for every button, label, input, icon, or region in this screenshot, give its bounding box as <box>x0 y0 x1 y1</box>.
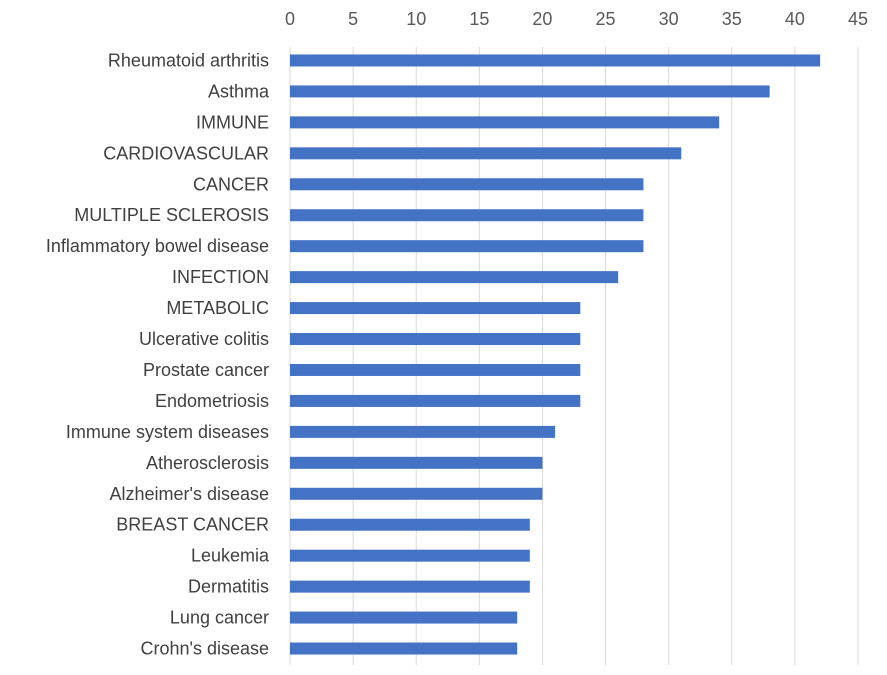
category-label: IMMUNE <box>196 112 269 132</box>
bar <box>290 333 581 346</box>
category-label: Alzheimer's disease <box>109 484 269 504</box>
bars <box>290 54 821 655</box>
bar <box>290 363 581 376</box>
category-label: Asthma <box>208 81 270 101</box>
bar <box>290 147 682 160</box>
category-label: Atherosclerosis <box>146 453 269 473</box>
category-label: CARDIOVASCULAR <box>103 143 269 163</box>
x-tick-label: 20 <box>532 9 552 29</box>
x-axis-tick-labels: 0 5 10 15 20 25 30 35 40 45 <box>285 9 868 29</box>
gridlines <box>289 47 859 665</box>
category-label: Leukemia <box>191 546 270 566</box>
x-tick-label: 35 <box>722 9 742 29</box>
bar <box>290 116 720 129</box>
x-tick-label: 40 <box>785 9 805 29</box>
category-label: Dermatitis <box>188 577 269 597</box>
category-label: Ulcerative colitis <box>139 329 269 349</box>
category-label: INFECTION <box>172 267 269 287</box>
category-label: Rheumatoid arthritis <box>108 50 269 70</box>
bar <box>290 85 770 98</box>
bar <box>290 611 518 624</box>
category-label: Crohn's disease <box>140 639 269 659</box>
category-label: Prostate cancer <box>143 360 269 380</box>
bar <box>290 209 644 222</box>
category-labels: Rheumatoid arthritis Asthma IMMUNE CARDIOVA… <box>46 50 270 658</box>
bar <box>290 178 644 191</box>
x-tick-label: 45 <box>848 9 868 29</box>
x-tick-label: 10 <box>406 9 426 29</box>
bar <box>290 394 581 407</box>
bar <box>290 456 543 469</box>
bar <box>290 580 530 593</box>
category-label: Inflammatory bowel disease <box>46 236 269 256</box>
category-label: METABOLIC <box>166 298 269 318</box>
x-tick-label: 25 <box>596 9 616 29</box>
bar <box>290 425 556 438</box>
bar <box>290 271 619 284</box>
x-tick-label: 5 <box>348 9 358 29</box>
bar <box>290 302 581 315</box>
bar <box>290 518 530 531</box>
x-tick-label: 0 <box>285 9 295 29</box>
bar <box>290 549 530 562</box>
category-label: BREAST CANCER <box>116 515 269 535</box>
category-label: CANCER <box>193 174 269 194</box>
bar <box>290 487 543 500</box>
category-label: Endometriosis <box>155 391 269 411</box>
bar <box>290 54 821 67</box>
category-label: MULTIPLE SCLEROSIS <box>74 205 269 225</box>
category-label: Immune system diseases <box>66 422 269 442</box>
x-tick-label: 15 <box>469 9 489 29</box>
bar <box>290 642 518 655</box>
x-tick-label: 30 <box>659 9 679 29</box>
category-label: Lung cancer <box>170 608 269 628</box>
bar <box>290 240 644 253</box>
